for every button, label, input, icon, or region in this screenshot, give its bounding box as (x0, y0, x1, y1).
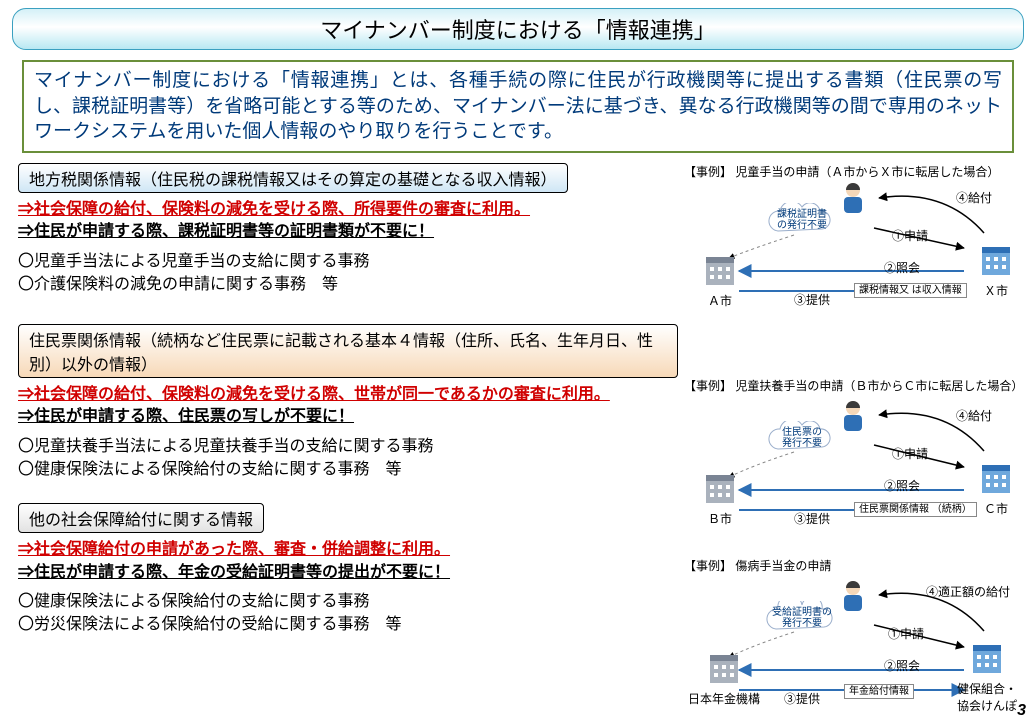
section-3-red: ⇒社会保障給付の申請があった際、審査・併給調整に利用。 (18, 539, 678, 561)
building-icon (702, 469, 738, 505)
d1-s3: ③提供 (794, 291, 830, 308)
section-2-black: ⇒住民が申請する際、住民票の写しが不要に！ (18, 406, 678, 428)
diagram-1: 【事例】 児童手当の申請（Ａ市からＸ市に転居した場合） Ａ市 Ｘ市 (684, 163, 1024, 323)
section-1-black: ⇒住民が申請する際、課税証明書等の証明書類が不要に！ (18, 221, 678, 243)
d1-s1: ①申請 (892, 227, 928, 244)
bullet: 〇児童手当法による児童手当の支給に関する事務 (18, 250, 678, 273)
d2-s2: ②照会 (884, 477, 920, 494)
section-2: 住民票関係情報（続柄など住民票に記載される基本４情報（住所、氏名、生年月日、性別… (18, 324, 678, 481)
section-3-header: 他の社会保障給付に関する情報 (18, 503, 264, 533)
entity-person (839, 181, 867, 218)
d1-s4: ④給付 (956, 189, 992, 206)
person-icon (839, 181, 867, 215)
entity-person (839, 399, 867, 436)
section-2-red: ⇒社会保障の給付、保険料の減免を受ける際、世帯が同一であるかの審査に利用。 (18, 384, 678, 406)
entity-left-label: Ａ市 (702, 292, 738, 309)
person-icon (839, 579, 867, 613)
section-3-bullets: 〇健康保険法による保険給付の支給に関する事務 〇労災保険法による保険給付の受給に… (18, 590, 678, 636)
page-number: 3 (1017, 702, 1026, 720)
section-1: 地方税関係情報（住民税の課税情報又はその算定の基礎となる収入情報） ⇒社会保障の… (18, 163, 678, 296)
section-1-red: ⇒社会保障の給付、保険料の減免を受ける際、所得要件の審査に利用。 (18, 199, 678, 221)
cloud-1: 課税証明書 の発行不要 (766, 203, 838, 241)
section-2-bullets: 〇児童扶養手当法による児童扶養手当の支給に関する事務 〇健康保険法による保険給付… (18, 435, 678, 481)
d2-s3: ③提供 (794, 510, 830, 527)
entity-person (839, 579, 867, 616)
person-icon (839, 399, 867, 433)
diagram-1-case: 【事例】 児童手当の申請（Ａ市からＸ市に転居した場合） (684, 163, 1024, 180)
entity-left-label: 日本年金機構 (688, 690, 760, 707)
page-title: マイナンバー制度における「情報連携」 (12, 8, 1024, 50)
d2-s1: ①申請 (892, 445, 928, 462)
diagram-2-case: 【事例】 児童扶養手当の申請（Ｂ市からＣ市に転居した場合） (684, 377, 1024, 394)
entity-left: Ａ市 (702, 251, 738, 309)
cloud-2: 住民票の 発行不要 (766, 421, 838, 459)
d3-s3: ③提供 (784, 690, 820, 707)
section-3: 他の社会保障給付に関する情報 ⇒社会保障給付の申請があった際、審査・併給調整に利… (18, 503, 678, 636)
entity-right-label: Ｃ市 (978, 500, 1014, 517)
d1-s2: ②照会 (884, 259, 920, 276)
d1-info: 課税情報又 は収入情報 (854, 283, 967, 299)
bullet: 〇健康保険法による保険給付の支給に関する事務 等 (18, 458, 678, 481)
bullet: 〇児童扶養手当法による児童扶養手当の支給に関する事務 (18, 435, 678, 458)
section-1-header: 地方税関係情報（住民税の課税情報又はその算定の基礎となる収入情報） (18, 163, 568, 193)
entity-left: 日本年金機構 (688, 649, 760, 707)
building-icon (706, 649, 742, 685)
d3-s1: ①申請 (888, 625, 924, 642)
entity-right-label: 健保組合・ 協会けんぽ (952, 680, 1022, 714)
entity-right-label: Ｘ市 (978, 282, 1014, 299)
building-icon (969, 639, 1005, 675)
cloud-3: 受給証明書の 発行不要 (762, 601, 842, 639)
intro-box: マイナンバー制度における「情報連携」とは、各種手続の際に住民が行政機関等に提出す… (22, 60, 1014, 153)
building-icon (978, 241, 1014, 277)
cloud-2-text: 住民票の 発行不要 (782, 427, 822, 449)
entity-left: Ｂ市 (702, 469, 738, 527)
building-icon (978, 459, 1014, 495)
diagram-3: 【事例】 傷病手当金の申請 日本年金機構 健保組合・ 協会けんぽ 受給証明書の … (684, 557, 1024, 727)
section-2-header: 住民票関係情報（続柄など住民票に記載される基本４情報（住所、氏名、生年月日、性別… (18, 324, 678, 378)
cloud-3-text: 受給証明書の 発行不要 (772, 607, 832, 629)
content: 地方税関係情報（住民税の課税情報又はその算定の基礎となる収入情報） ⇒社会保障の… (0, 163, 1036, 636)
bullet: 〇介護保険料の減免の申請に関する事務 等 (18, 273, 678, 296)
entity-right: Ｘ市 (978, 241, 1014, 299)
entity-right: 健保組合・ 協会けんぽ (952, 639, 1022, 714)
d3-s2: ②照会 (884, 657, 920, 674)
cloud-1-text: 課税証明書 の発行不要 (777, 209, 827, 231)
d2-s4: ④給付 (956, 407, 992, 424)
d3-s4: ④適正額の給付 (926, 583, 1010, 600)
entity-right: Ｃ市 (978, 459, 1014, 517)
bullet: 〇労災保険法による保険給付の受給に関する事務 等 (18, 613, 678, 636)
diagram-3-case: 【事例】 傷病手当金の申請 (684, 557, 1024, 574)
bullet: 〇健康保険法による保険給付の支給に関する事務 (18, 590, 678, 613)
entity-left-label: Ｂ市 (702, 510, 738, 527)
left-column: 地方税関係情報（住民税の課税情報又はその算定の基礎となる収入情報） ⇒社会保障の… (18, 163, 678, 636)
building-icon (702, 251, 738, 287)
section-3-black: ⇒住民が申請する際、年金の受給証明書等の提出が不要に！ (18, 562, 678, 584)
section-1-bullets: 〇児童手当法による児童手当の支給に関する事務 〇介護保険料の減免の申請に関する事… (18, 250, 678, 296)
d3-info: 年金給付情報 (844, 684, 914, 700)
d2-info: 住民票関係情報 （続柄） (854, 502, 977, 518)
diagram-2: 【事例】 児童扶養手当の申請（Ｂ市からＣ市に転居した場合） Ｂ市 Ｃ市 住民票の… (684, 377, 1024, 547)
